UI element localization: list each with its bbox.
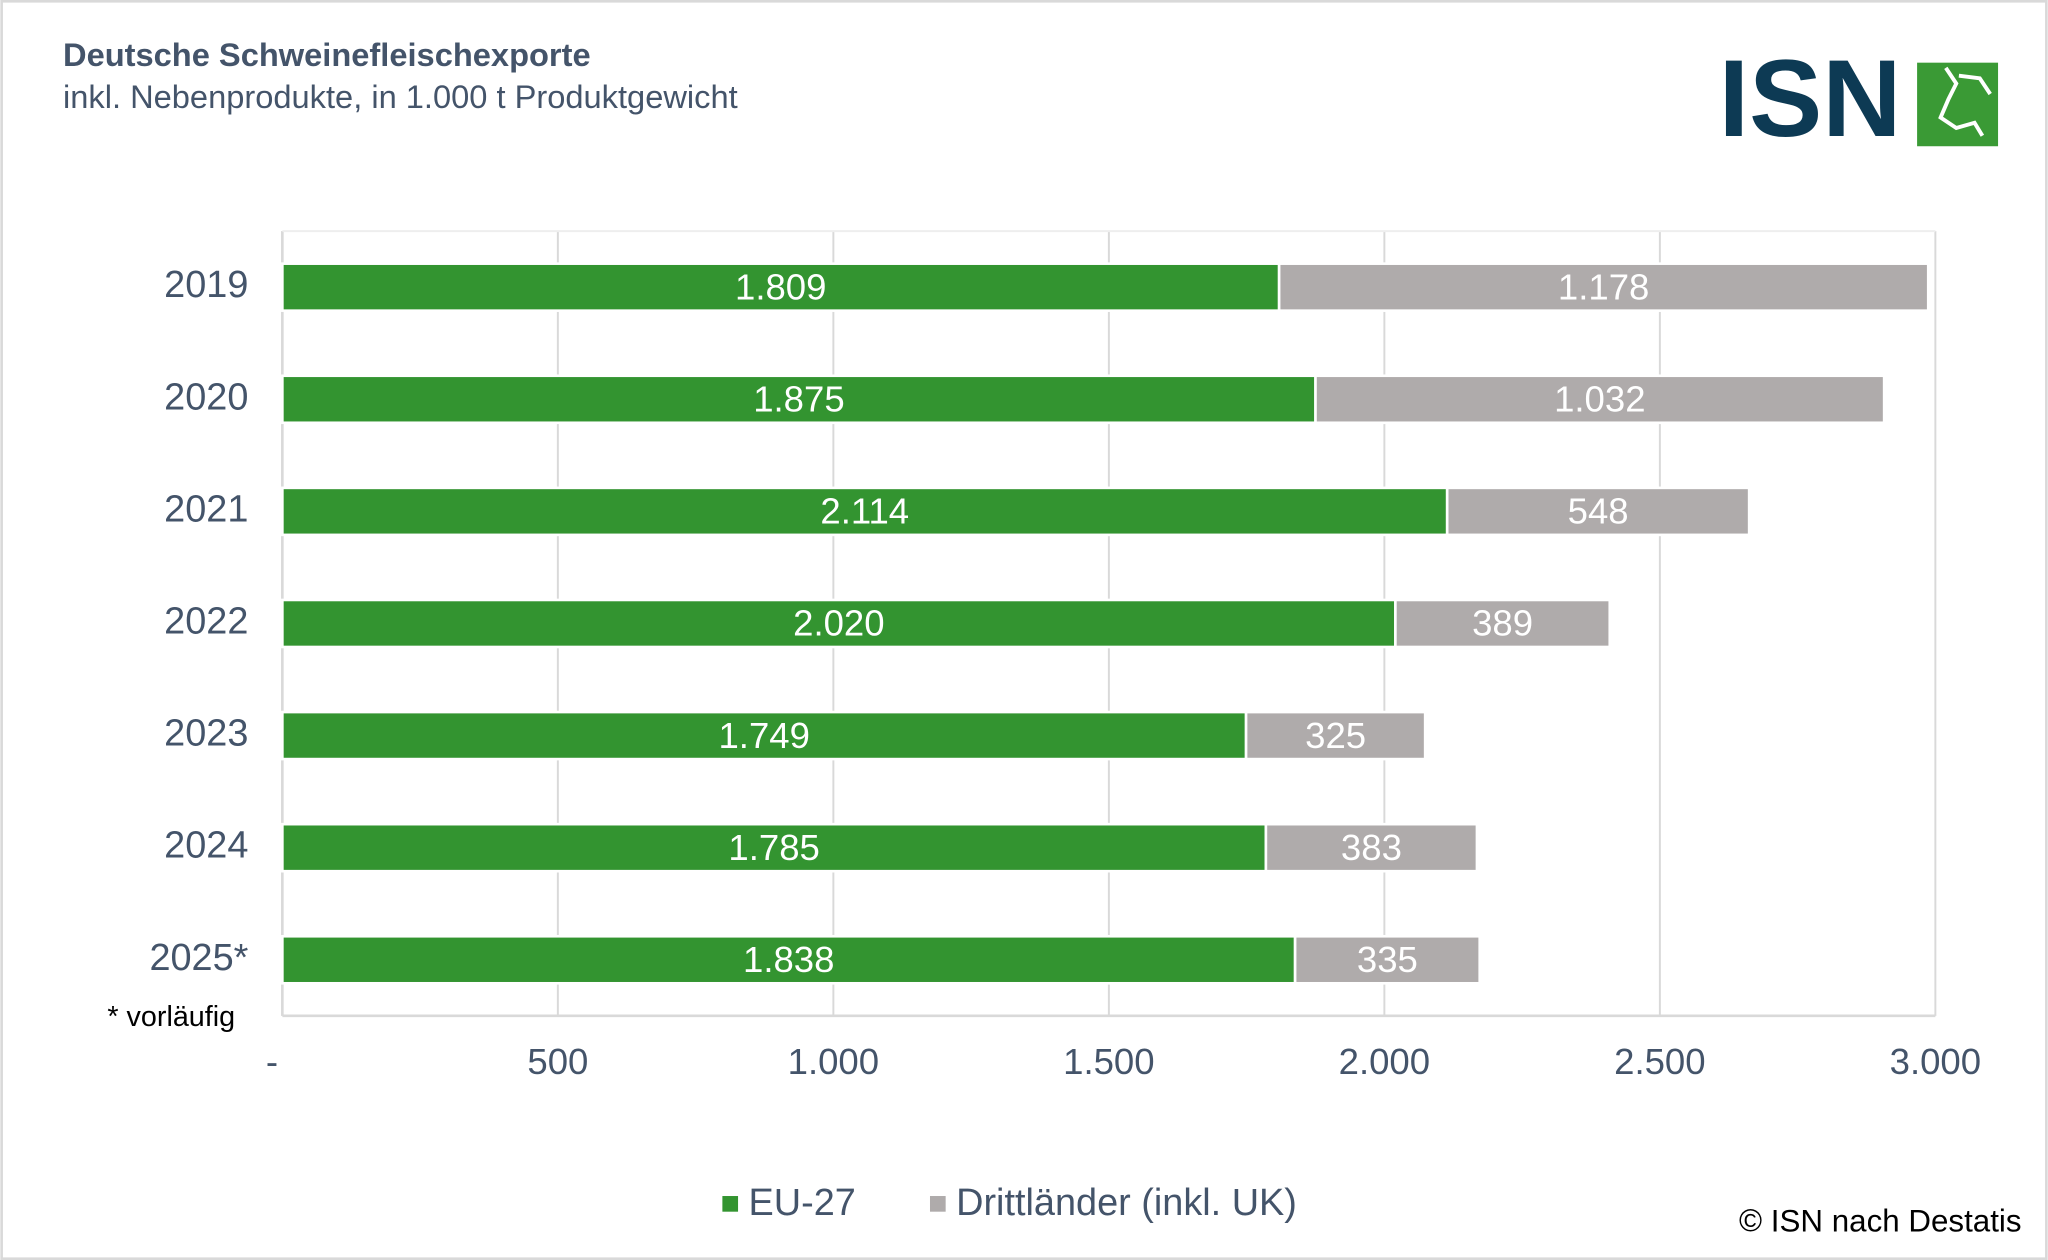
- note: * vorläufig: [107, 1001, 235, 1033]
- logo-text: ISN: [1719, 38, 1902, 160]
- bar-segment: [1244, 710, 1427, 761]
- y-tick-label: 2021: [164, 488, 248, 530]
- bar-segment: [1277, 262, 1930, 312]
- value-label: 1.838: [743, 939, 834, 980]
- value-label: 1.178: [1558, 266, 1649, 307]
- y-tick-label: 2024: [164, 825, 248, 867]
- x-tick-label: 1.500: [1063, 1041, 1154, 1082]
- legend-label: Drittländer (inkl. UK): [956, 1182, 1297, 1224]
- x-tick-label: 2.000: [1339, 1041, 1430, 1082]
- bar-segment: [1293, 934, 1482, 985]
- bar-segment: [1394, 598, 1612, 649]
- x-tick-label: -: [266, 1041, 278, 1082]
- value-label: 335: [1357, 939, 1418, 980]
- x-tick-label: 3.000: [1890, 1041, 1981, 1082]
- chart-subtitle: inkl. Nebenprodukte, in 1.000 t Produktg…: [63, 78, 738, 115]
- chart-title: Deutsche Schweinefleischexporte: [63, 36, 591, 73]
- value-label: 1.749: [718, 715, 809, 756]
- bar-segment: [281, 374, 1317, 425]
- y-tick-label: 2023: [164, 713, 248, 755]
- value-label: 325: [1305, 715, 1366, 756]
- bar-segment: [1314, 374, 1886, 425]
- x-tick-label: 500: [527, 1041, 588, 1082]
- value-label: 1.785: [728, 827, 819, 868]
- source: © ISN nach Destatis: [1739, 1204, 2022, 1239]
- bar-segment: [1445, 486, 1751, 537]
- y-tick-label: 2019: [164, 264, 248, 306]
- bar-segment: [281, 486, 1449, 537]
- x-tick-label: 1.000: [788, 1041, 879, 1082]
- value-label: 2.114: [820, 491, 909, 532]
- bar-segment: [1264, 822, 1479, 873]
- bar-segment: [281, 262, 1281, 312]
- value-label: 1.809: [735, 266, 826, 307]
- legend-label: EU-27: [748, 1182, 855, 1224]
- y-tick-label: 2020: [164, 376, 248, 418]
- y-tick-label: 2025*: [149, 937, 248, 979]
- logo-pig: [1938, 66, 1992, 137]
- value-label: 389: [1472, 603, 1533, 644]
- y-tick-label: 2022: [164, 600, 248, 642]
- logo-icon: [1917, 62, 1999, 147]
- value-label: 1.032: [1554, 379, 1645, 420]
- legend-swatch: [929, 1196, 946, 1212]
- value-label: 383: [1341, 827, 1402, 868]
- value-label: 548: [1568, 491, 1629, 532]
- bar-segment: [281, 710, 1248, 761]
- x-tick-label: 2.500: [1614, 1041, 1705, 1082]
- value-label: 2.020: [793, 603, 884, 644]
- legend-swatch: [722, 1196, 739, 1212]
- value-label: 1.875: [753, 379, 844, 420]
- bar-segment: [281, 934, 1297, 985]
